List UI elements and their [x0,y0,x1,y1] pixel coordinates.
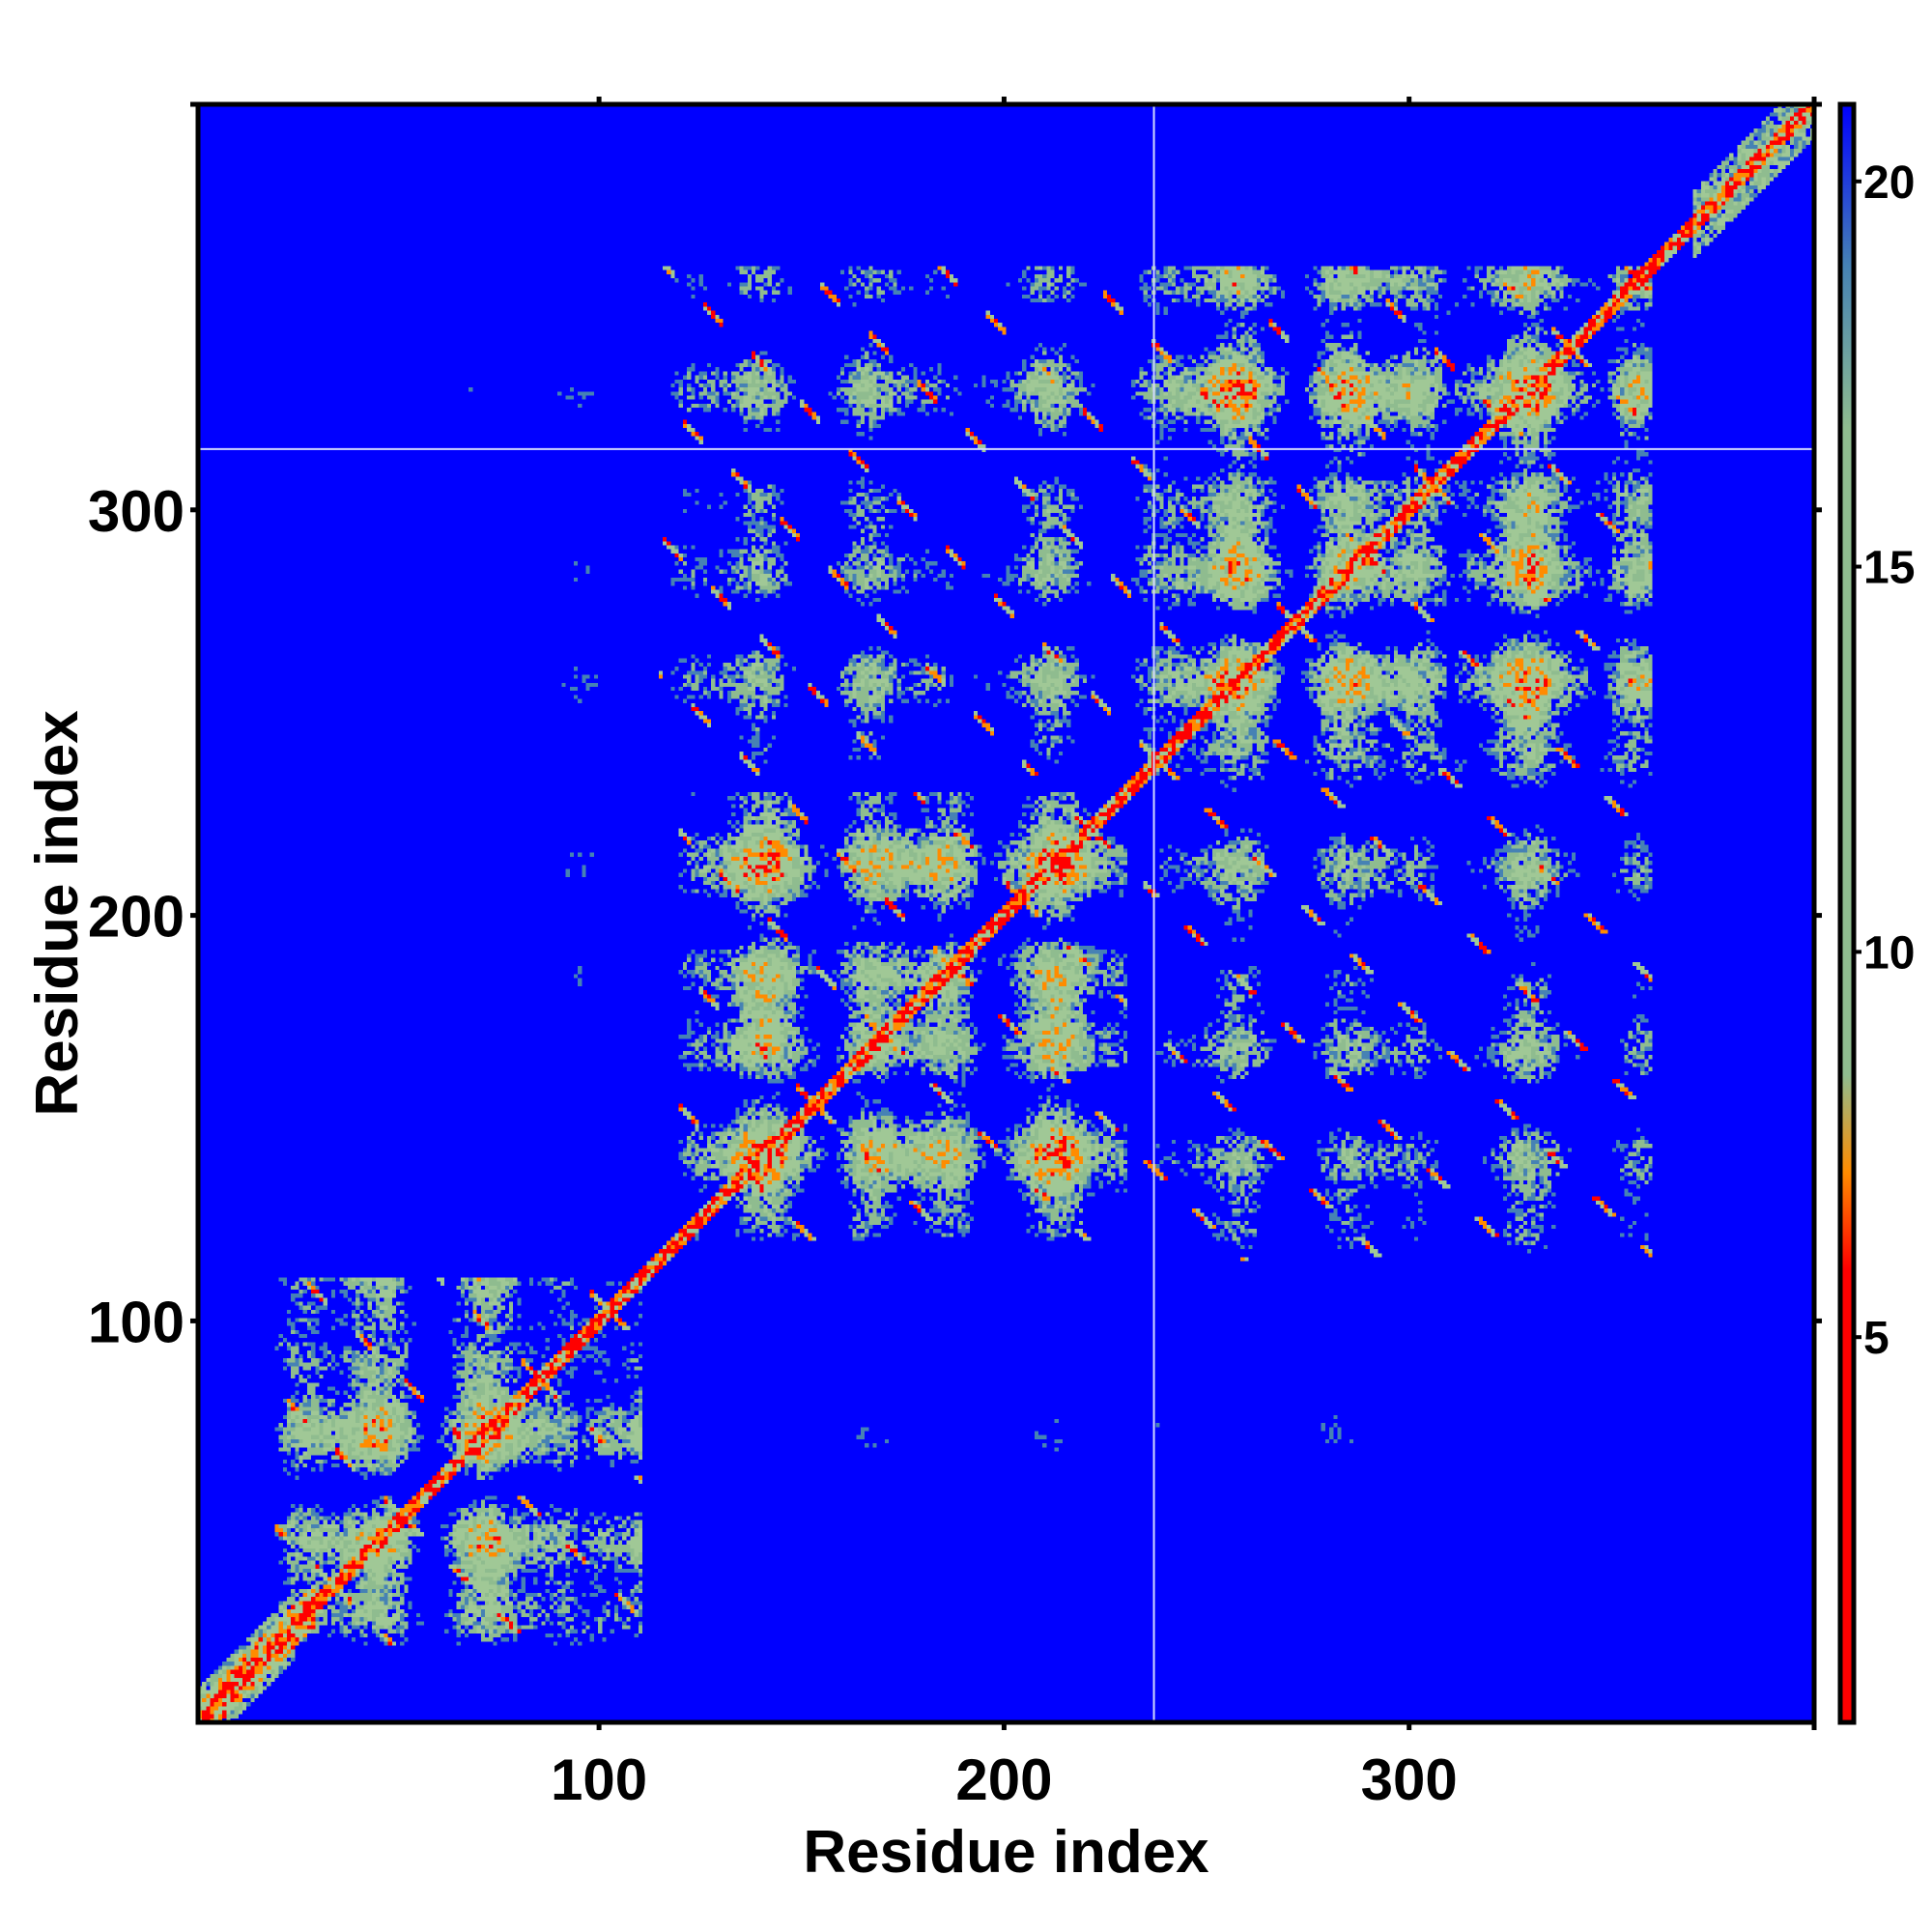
colorbar-tick-label: 5 [1863,1313,1889,1364]
x-axis-label: Residue index [803,1819,1209,1886]
y-axis-label: Residue index [24,710,91,1117]
colorbar [1837,101,1857,1725]
colorbar-ticks [1854,179,1861,1340]
colorbar-tick-label: 20 [1863,157,1915,209]
axis-ticks [190,97,1822,1730]
y-tick-label: 200 [88,885,185,950]
heatmap-image [198,104,1814,1722]
colorbar-tick-label: 10 [1863,927,1915,979]
x-tick-label: 100 [551,1747,647,1812]
y-tick-label: 100 [88,1290,185,1354]
x-tick-label: 200 [955,1747,1052,1812]
colorbar-tick-label: 15 [1863,543,1915,594]
y-tick-label: 300 [88,479,185,544]
x-tick-label: 300 [1361,1747,1458,1812]
reference-lines [198,104,1814,1722]
heatmap-area [198,104,1814,1722]
